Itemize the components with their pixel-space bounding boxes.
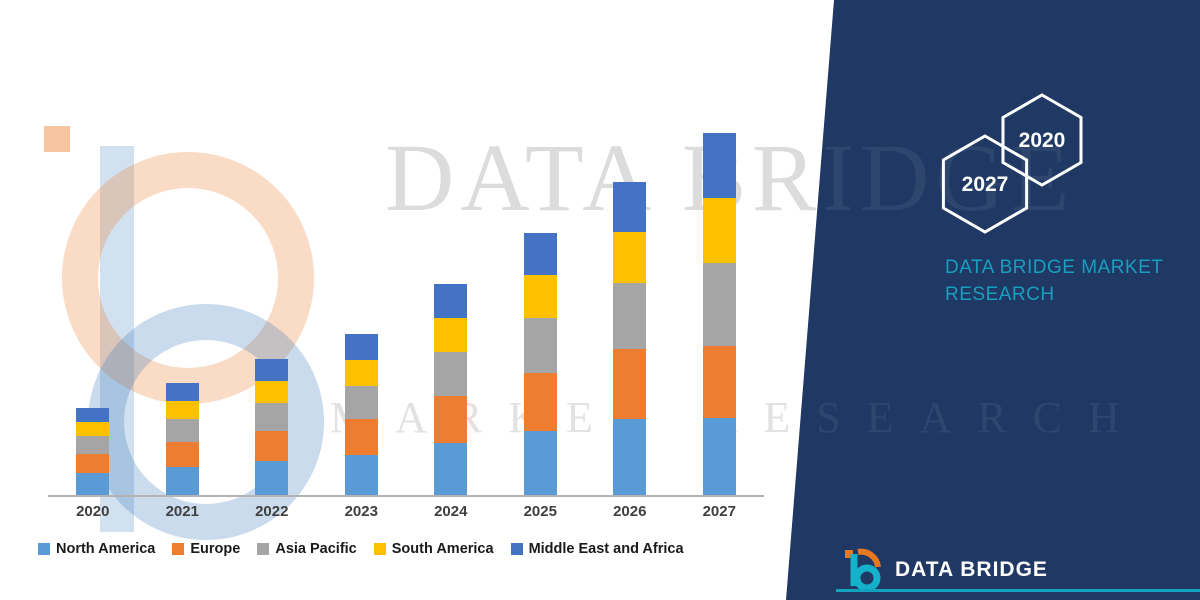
x-axis-labels: 2020 2021 2022 2023 2024 2025 2026 2027	[48, 503, 764, 520]
bar-segment	[434, 284, 468, 318]
legend-item: South America	[373, 541, 494, 557]
bar-segment	[165, 401, 199, 419]
bar-column	[406, 120, 496, 495]
legend-label: Middle East and Africa	[528, 541, 684, 557]
bar-chart-plot-area	[48, 120, 764, 497]
x-axis-label: 2024	[434, 503, 468, 520]
x-axis-label: 2021	[165, 503, 199, 520]
bar-segment	[76, 454, 110, 473]
bar-segment	[165, 467, 199, 495]
legend-label: South America	[391, 541, 494, 557]
legend-label: North America	[56, 541, 156, 557]
stacked-bar-2025	[523, 233, 557, 495]
bar-segment	[255, 381, 289, 403]
legend-label: Asia Pacific	[275, 541, 357, 557]
bar-segment	[523, 373, 557, 431]
bar-segment	[702, 346, 736, 418]
x-axis-label: 2026	[613, 503, 647, 520]
stacked-bar-2027	[702, 133, 736, 495]
bar-segment	[613, 283, 647, 349]
bar-segment	[434, 318, 468, 352]
bar-segment	[523, 275, 557, 318]
bar-column	[227, 120, 317, 495]
bar-segment	[613, 232, 647, 283]
bar-segment	[76, 422, 110, 436]
legend-item: Asia Pacific	[257, 541, 357, 557]
x-axis-label: 2020	[76, 503, 110, 520]
bar-segment	[702, 263, 736, 346]
x-axis-label: 2025	[523, 503, 557, 520]
legend-item: North America	[38, 541, 155, 557]
legend-label: Europe	[190, 541, 241, 557]
bar-segment	[344, 386, 378, 419]
bar-segment	[613, 419, 647, 495]
legend-swatch	[172, 543, 185, 555]
legend-swatch	[257, 543, 270, 555]
bar-segment	[255, 359, 289, 381]
bar-segment	[165, 419, 199, 442]
bar-segment	[165, 442, 199, 467]
bar-segment	[434, 352, 468, 396]
legend: North America Europe Asia Pacific South Ame…	[38, 541, 783, 557]
stacked-bar-2022	[255, 359, 289, 495]
legend-swatch	[38, 543, 50, 555]
bar-segment	[434, 396, 468, 443]
legend-swatch	[373, 543, 386, 555]
legend-item: Europe	[172, 541, 240, 557]
stacked-bar-2024	[434, 284, 468, 495]
bar-segment	[255, 461, 289, 495]
bar-segment	[523, 318, 557, 373]
bar-segment	[702, 418, 736, 495]
legend-item: Middle East and Africa	[510, 541, 684, 557]
stacked-bar-2026	[613, 182, 647, 495]
bar-segment	[76, 436, 110, 454]
stacked-bar-2021	[165, 383, 199, 495]
bar-segment	[702, 198, 736, 263]
stacked-bar-2023	[344, 334, 378, 495]
bar-segment	[344, 334, 378, 360]
bar-segment	[76, 408, 110, 422]
bar-segment	[702, 133, 736, 198]
bar-segment	[344, 360, 378, 386]
bar-segment	[613, 182, 647, 232]
bar-segment	[613, 349, 647, 419]
bar-segment	[523, 233, 557, 275]
bar-column	[585, 120, 675, 495]
bar-column	[496, 120, 586, 495]
bar-column	[48, 120, 138, 495]
bar-column	[138, 120, 228, 495]
legend-swatch	[510, 543, 523, 555]
bar-segment	[255, 403, 289, 431]
bar-column	[675, 120, 765, 495]
bar-column	[317, 120, 407, 495]
bar-segment	[523, 431, 557, 495]
bar-segment	[434, 443, 468, 495]
x-axis-label: 2027	[702, 503, 736, 520]
bar-segment	[344, 419, 378, 455]
bar-segment	[165, 383, 199, 401]
x-axis-label: 2022	[255, 503, 289, 520]
bar-segment	[255, 431, 289, 461]
stacked-bar-2020	[76, 408, 110, 495]
x-axis-label: 2023	[344, 503, 378, 520]
bar-segment	[76, 473, 110, 495]
bar-segment	[344, 455, 378, 495]
